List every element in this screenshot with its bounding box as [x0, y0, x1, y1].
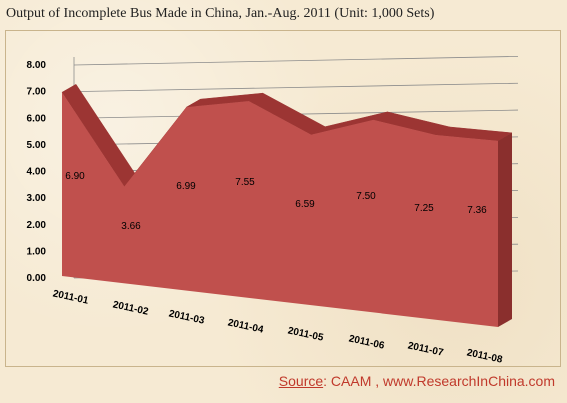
x-tick-label: 2011-08 — [466, 347, 504, 365]
y-tick-label: 6.00 — [27, 113, 47, 124]
y-tick-label: 5.00 — [27, 140, 47, 151]
data-label: 6.99 — [176, 181, 196, 192]
y-tick-label: 8.00 — [27, 60, 47, 71]
data-label: 7.36 — [467, 205, 487, 216]
data-label: 7.25 — [414, 203, 434, 214]
x-tick-label: 2011-03 — [168, 308, 206, 326]
area-layer — [62, 84, 512, 327]
x-tick-label: 2011-07 — [407, 340, 445, 358]
y-tick-label: 7.00 — [27, 87, 47, 98]
gridline — [74, 83, 518, 91]
x-tick-label: 2011-04 — [227, 317, 265, 335]
x-tick-label: 2011-01 — [52, 288, 90, 306]
data-label: 6.90 — [65, 171, 85, 182]
y-tick-label: 3.00 — [27, 193, 47, 204]
source-text: : CAAM , www.ResearchInChina.com — [323, 373, 555, 389]
data-label: 7.55 — [235, 177, 255, 188]
data-label: 6.59 — [295, 199, 315, 210]
y-tick-label: 2.00 — [27, 220, 47, 231]
y-tick-label: 0.00 — [27, 273, 47, 284]
y-axis-tick-layer: 0.00 1.00 2.00 3.00 4.00 5.00 6.00 7.00 8.00 — [27, 60, 47, 284]
source-label: Source — [279, 373, 323, 389]
area-side-face — [498, 133, 512, 327]
x-tick-label: 2011-06 — [348, 333, 386, 351]
data-label: 7.50 — [356, 191, 376, 202]
data-label: 3.66 — [121, 221, 141, 232]
y-tick-label: 1.00 — [27, 246, 47, 257]
x-tick-label: 2011-05 — [287, 325, 325, 343]
source-note: Source: CAAM , www.ResearchInChina.com — [279, 373, 555, 389]
gridline — [74, 56, 518, 65]
y-tick-label: 4.00 — [27, 167, 47, 178]
x-tick-label: 2011-02 — [112, 299, 150, 317]
